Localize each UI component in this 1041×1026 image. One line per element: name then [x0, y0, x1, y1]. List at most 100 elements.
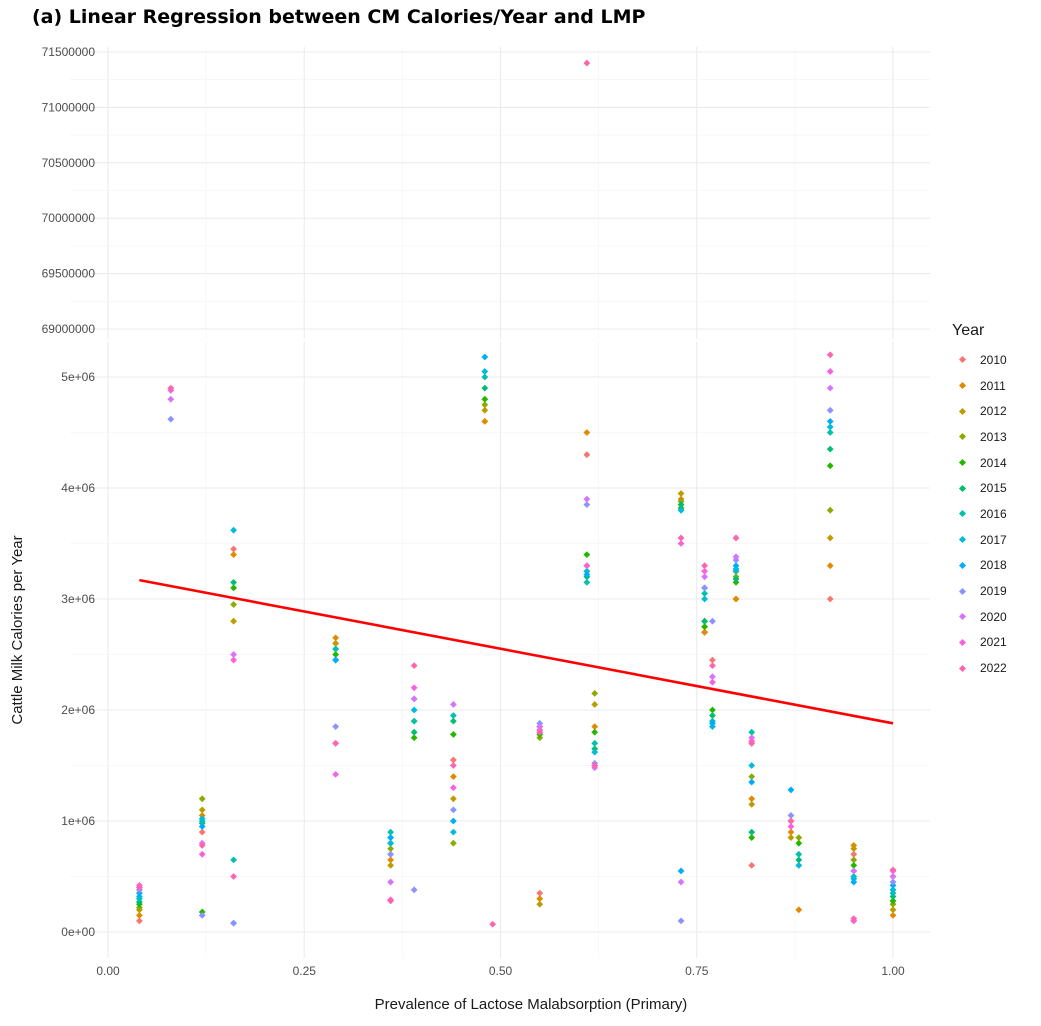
data-point-2011 — [583, 429, 591, 436]
x-tick-label: 1.00 — [881, 964, 905, 978]
data-point-2014 — [709, 706, 716, 714]
data-point-2011 — [701, 628, 708, 636]
legend-label: 2019 — [980, 584, 1007, 599]
data-point-2012 — [591, 701, 599, 708]
legend-key-2018 — [956, 559, 968, 571]
data-point-2019 — [198, 911, 206, 919]
data-point-2018 — [709, 719, 716, 727]
data-point-2014 — [583, 551, 591, 558]
data-point-2017 — [387, 839, 394, 847]
legend-key-2017 — [956, 534, 968, 546]
legend-item-2019: 2019 — [952, 578, 1007, 604]
data-point-2010 — [583, 451, 591, 459]
data-point-2010 — [748, 862, 756, 869]
data-point-2014 — [450, 731, 457, 738]
data-point-2022 — [591, 762, 599, 769]
data-point-2014 — [410, 734, 418, 742]
data-point-2010 — [136, 917, 143, 925]
data-point-2014 — [889, 897, 897, 905]
data-point-2019 — [332, 723, 340, 731]
y-tick-label-upper: 71500000 — [42, 45, 96, 59]
data-point-2018 — [677, 867, 685, 875]
data-point-2022 — [450, 762, 457, 769]
legend-label: 2022 — [980, 661, 1007, 676]
data-point-2017 — [795, 862, 803, 869]
data-point-2019 — [387, 850, 394, 858]
data-point-2022 — [583, 59, 591, 67]
data-point-2021 — [787, 823, 795, 830]
legend-item-2012: 2012 — [952, 398, 1007, 424]
data-point-2012 — [748, 800, 756, 808]
data-point-2011 — [230, 551, 237, 558]
data-point-2021 — [709, 678, 716, 686]
chart-title: (a) Linear Regression between CM Calorie… — [32, 6, 646, 28]
data-point-2015 — [748, 828, 756, 836]
y-tick-label-upper: 71000000 — [42, 100, 96, 114]
data-point-2012 — [536, 900, 544, 908]
legend-label: 2015 — [980, 481, 1007, 496]
data-point-2021 — [701, 567, 708, 575]
data-point-2016 — [701, 590, 708, 597]
data-point-2013 — [826, 506, 834, 514]
data-point-2019 — [583, 501, 591, 509]
data-point-2022 — [732, 534, 740, 542]
data-point-2020 — [167, 395, 175, 403]
data-point-2015 — [795, 856, 803, 864]
data-point-2022 — [387, 897, 394, 905]
data-point-2022 — [536, 728, 544, 736]
data-point-2019 — [450, 806, 457, 814]
data-point-2020 — [732, 553, 740, 561]
data-point-2018 — [850, 878, 858, 886]
data-point-2022 — [410, 662, 418, 669]
data-point-2019 — [787, 812, 795, 819]
data-point-2019 — [167, 415, 175, 423]
data-point-2018 — [583, 571, 591, 578]
data-point-2018 — [450, 817, 457, 825]
y-axis-title: Cattle Milk Calories per Year — [9, 535, 26, 724]
data-point-2014 — [230, 584, 237, 592]
data-point-2014 — [850, 862, 858, 869]
data-point-2021 — [410, 684, 418, 692]
data-point-2010 — [850, 850, 858, 858]
data-point-2013 — [230, 601, 237, 608]
data-point-2010 — [536, 889, 544, 897]
data-point-2020 — [889, 873, 897, 880]
data-point-2021 — [677, 540, 685, 547]
data-point-2018 — [332, 656, 340, 664]
data-point-2017 — [591, 748, 599, 756]
legend-key-2014 — [956, 457, 968, 469]
data-point-2015 — [701, 617, 708, 625]
data-point-2018 — [481, 353, 489, 361]
data-point-2017 — [410, 706, 418, 714]
data-point-2011 — [332, 634, 340, 642]
data-point-2016 — [591, 739, 599, 747]
data-point-2020 — [677, 878, 685, 886]
data-point-2020 — [701, 573, 708, 581]
data-point-2014 — [826, 462, 834, 470]
data-point-2017 — [677, 506, 685, 514]
y-tick-label-lower: 0e+00 — [61, 925, 95, 939]
data-point-2011 — [536, 895, 544, 903]
data-point-2022 — [230, 873, 237, 880]
legend-key-2011 — [956, 380, 968, 392]
data-point-2016 — [387, 828, 394, 836]
legend-item-2022: 2022 — [952, 655, 1007, 681]
y-tick-label-upper: 69500000 — [42, 267, 96, 281]
legend-label: 2021 — [980, 635, 1007, 650]
x-tick-label: 0.50 — [489, 964, 513, 978]
data-point-2019 — [701, 584, 708, 592]
data-point-2016 — [230, 856, 237, 864]
data-point-2011 — [387, 856, 394, 864]
legend-key-2022 — [956, 662, 968, 674]
data-point-2021 — [332, 770, 340, 778]
data-point-2015 — [732, 575, 740, 583]
data-point-2021 — [230, 656, 237, 664]
data-point-2019 — [410, 886, 418, 894]
data-point-2012 — [677, 490, 685, 497]
data-point-2022 — [889, 866, 897, 874]
data-point-2016 — [826, 429, 834, 436]
y-tick-label-lower: 2e+06 — [61, 703, 95, 717]
legend-item-2021: 2021 — [952, 630, 1007, 656]
legend-item-2015: 2015 — [952, 475, 1007, 501]
